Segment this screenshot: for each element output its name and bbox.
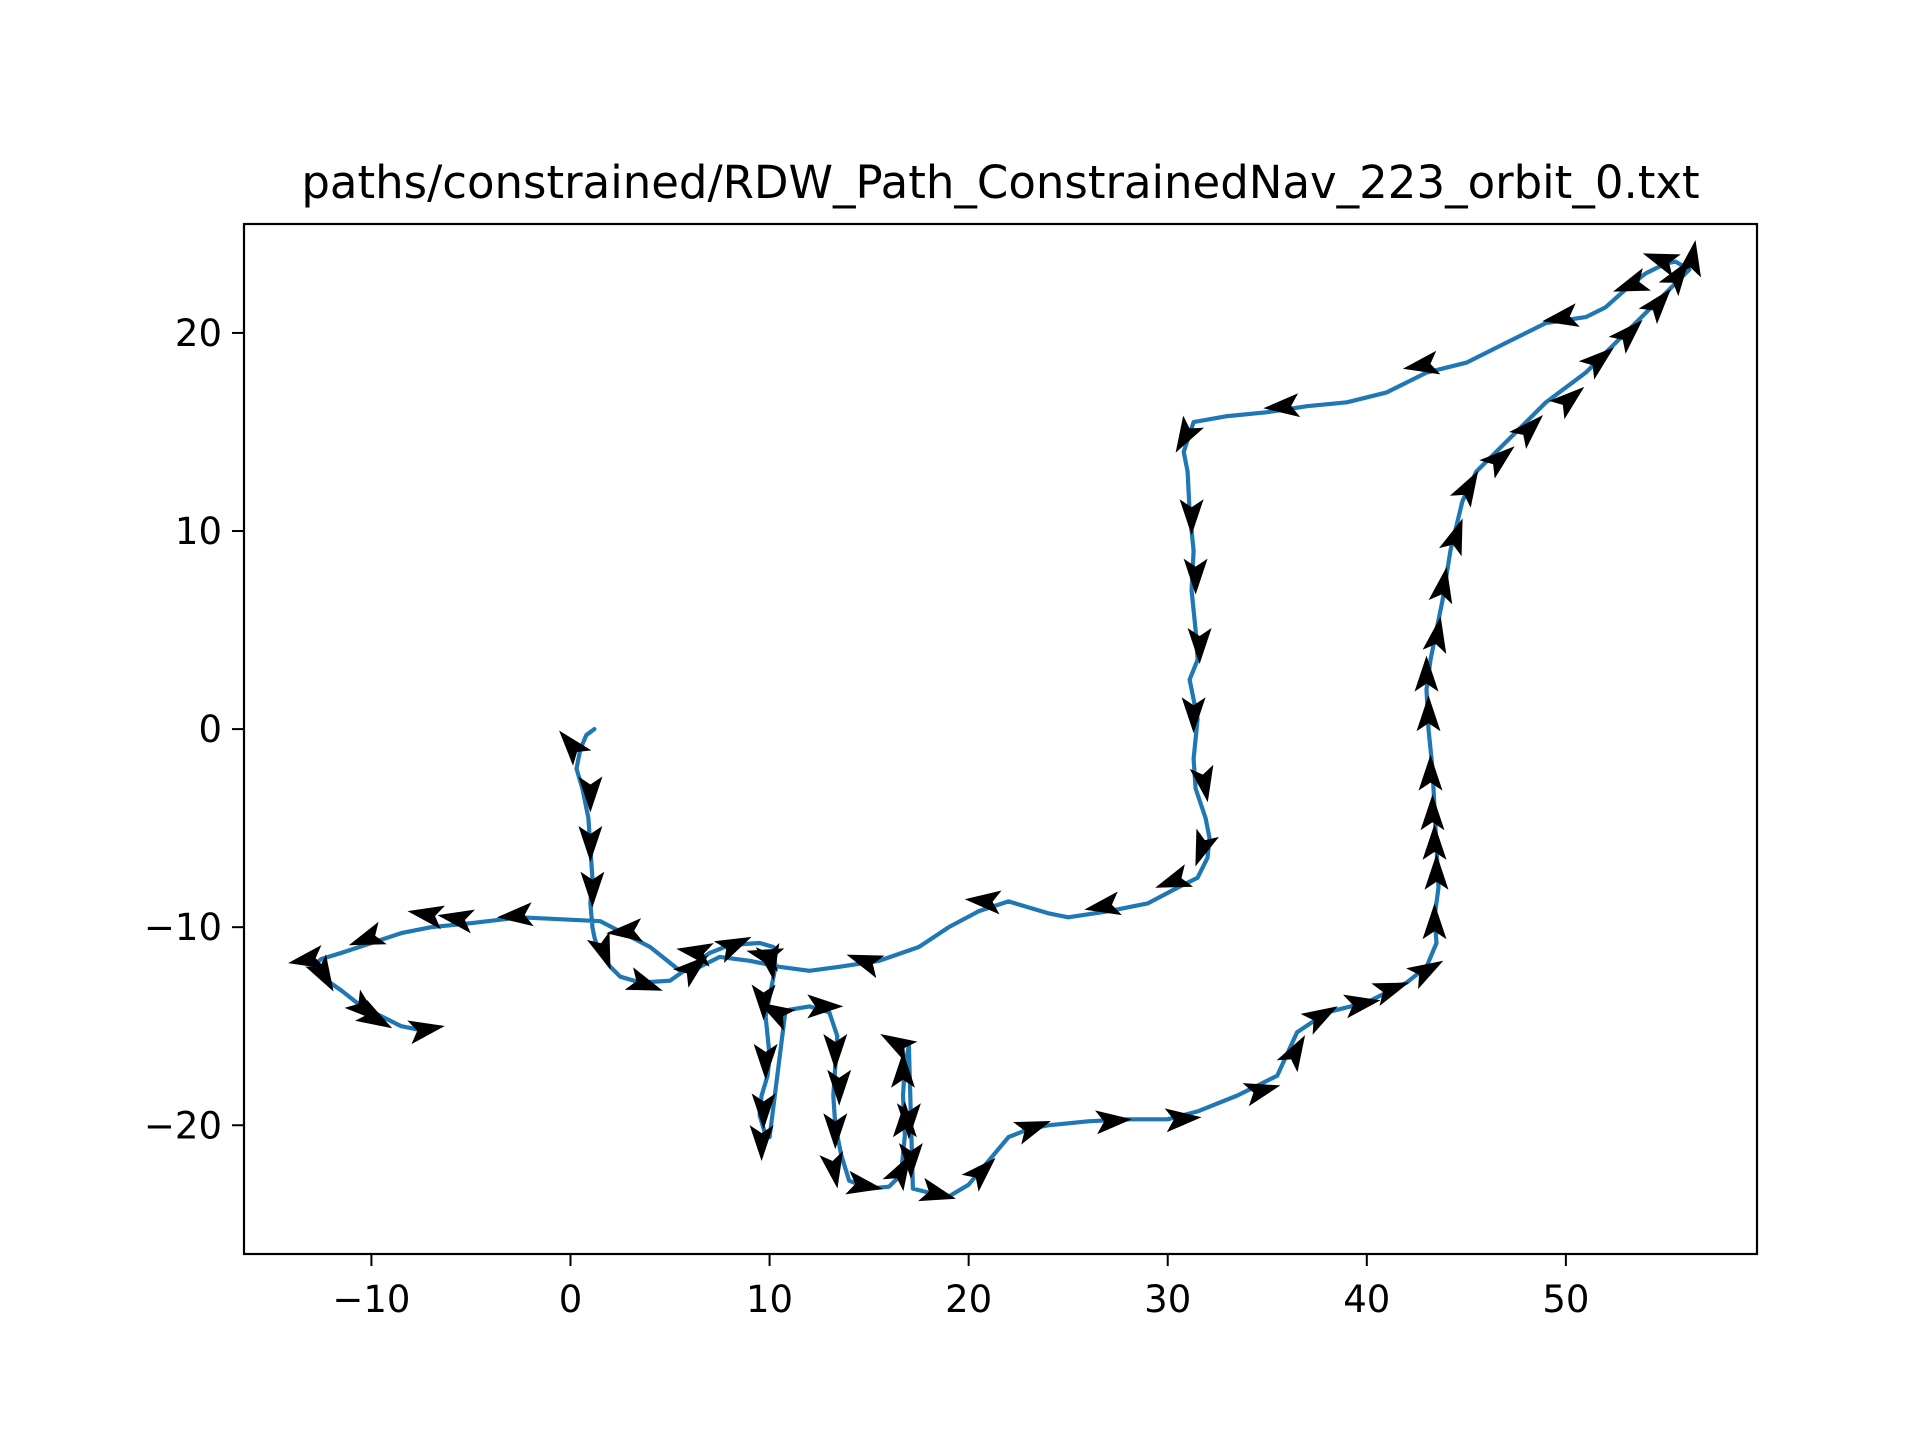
- direction-arrow-27: [961, 1157, 996, 1192]
- direction-arrow-63: [1183, 558, 1208, 595]
- y-axis-ticks: −20 −10 0 10 20: [144, 312, 244, 1147]
- direction-arrow-65: [1181, 697, 1206, 734]
- direction-arrow-70: [964, 890, 1002, 915]
- direction-arrow-55: [1677, 239, 1702, 278]
- direction-arrow-25: [898, 1143, 923, 1179]
- y-tick-label: 20: [175, 312, 222, 355]
- x-tick-label: −10: [332, 1278, 410, 1321]
- direction-arrow-46: [1439, 518, 1463, 557]
- x-tick-label: 50: [1542, 1278, 1589, 1321]
- direction-arrow-39: [1422, 823, 1447, 860]
- direction-arrow-73: [676, 943, 714, 967]
- direction-arrow-45: [1428, 566, 1453, 605]
- x-tick-label: 0: [559, 1278, 583, 1321]
- direction-arrow-64: [1187, 628, 1212, 664]
- direction-arrow-3: [580, 871, 605, 908]
- x-axis-ticks: −10 0 10 20 30 40 50: [332, 1254, 1589, 1321]
- axes-frame: [242, 222, 1759, 1256]
- direction-arrow-59: [1402, 350, 1441, 375]
- x-tick-label: 30: [1144, 1278, 1191, 1321]
- direction-arrow-0: [559, 730, 592, 766]
- direction-arrow-51: [1578, 347, 1615, 380]
- direction-arrow-82: [355, 999, 393, 1029]
- direction-arrow-18: [819, 1150, 844, 1189]
- direction-arrow-56: [1642, 253, 1681, 277]
- direction-arrow-83: [407, 1020, 445, 1045]
- direction-arrow-43: [1414, 655, 1439, 692]
- direction-arrow-49: [1509, 415, 1544, 449]
- direction-arrow-32: [1276, 1035, 1306, 1073]
- direction-arrow-23: [880, 1034, 918, 1063]
- direction-arrow-48: [1479, 446, 1515, 479]
- direction-arrow-44: [1422, 616, 1447, 654]
- direction-arrow-29: [1094, 1110, 1132, 1135]
- direction-arrow-24: [896, 1103, 921, 1140]
- direction-arrow-19: [845, 1170, 883, 1195]
- chart-title: paths/constrained/RDW_Path_ConstrainedNa…: [301, 156, 1699, 209]
- direction-arrow-35: [1371, 982, 1410, 1006]
- direction-arrow-34: [1342, 994, 1381, 1019]
- direction-arrow-9: [751, 984, 776, 1021]
- direction-arrow-75: [496, 902, 534, 927]
- direction-arrow-11: [751, 1093, 776, 1130]
- direction-arrow-10: [753, 1043, 778, 1080]
- direction-arrow-22: [891, 1051, 915, 1088]
- direction-arrow-74: [606, 918, 644, 943]
- direction-arrow-67: [1195, 828, 1219, 867]
- direction-arrow-40: [1420, 794, 1445, 831]
- direction-arrow-42: [1416, 695, 1441, 732]
- y-tick-label: 0: [198, 708, 222, 751]
- direction-arrow-62: [1179, 499, 1204, 536]
- direction-arrow-13: [758, 1002, 796, 1031]
- direction-arrow-16: [827, 1069, 852, 1106]
- direction-arrow-72: [746, 948, 785, 972]
- direction-arrow-76: [437, 909, 475, 934]
- direction-arrow-78: [348, 921, 387, 946]
- direction-arrow-2: [578, 826, 603, 862]
- direction-arrow-5: [624, 967, 663, 991]
- direction-arrow-4: [586, 931, 611, 970]
- direction-arrow-20: [882, 1154, 911, 1192]
- direction-arrow-14: [807, 994, 844, 1019]
- y-tick-label: 10: [175, 510, 222, 553]
- x-tick-label: 20: [945, 1278, 992, 1321]
- x-tick-label: 10: [746, 1278, 793, 1321]
- y-tick-label: −10: [144, 906, 222, 949]
- direction-arrow-28: [1013, 1120, 1051, 1145]
- direction-arrow-12: [749, 1125, 774, 1162]
- direction-arrow-60: [1263, 393, 1301, 418]
- direction-arrow-6: [672, 955, 709, 988]
- direction-arrow-53: [1638, 288, 1671, 325]
- direction-arrow-37: [1422, 903, 1447, 940]
- direction-arrow-68: [1155, 864, 1194, 888]
- direction-arrow-15: [823, 1034, 848, 1070]
- direction-arrow-61: [1175, 415, 1204, 453]
- direction-arrow-52: [1608, 319, 1643, 354]
- direction-arrow-41: [1418, 754, 1443, 791]
- direction-arrow-31: [1242, 1083, 1281, 1107]
- direction-arrow-58: [1542, 303, 1580, 327]
- direction-arrow-71: [846, 954, 885, 979]
- direction-arrow-69: [1084, 891, 1122, 916]
- direction-arrow-1: [578, 776, 603, 813]
- direction-arrow-36: [1406, 960, 1444, 990]
- y-tick-label: −20: [144, 1104, 222, 1147]
- direction-arrow-79: [288, 944, 326, 969]
- x-tick-label: 40: [1343, 1278, 1390, 1321]
- direction-arrow-47: [1449, 470, 1479, 508]
- direction-arrow-17: [823, 1113, 848, 1150]
- direction-arrow-50: [1548, 386, 1585, 420]
- direction-arrow-33: [1300, 1006, 1338, 1035]
- plot-area: [288, 239, 1702, 1202]
- direction-arrow-30: [1164, 1108, 1202, 1133]
- direction-arrow-7: [713, 936, 752, 963]
- direction-arrow-77: [407, 905, 446, 930]
- direction-arrow-80: [305, 954, 334, 992]
- direction-arrow-26: [918, 1177, 956, 1202]
- direction-arrow-66: [1189, 764, 1214, 803]
- direction-arrow-57: [1613, 268, 1651, 292]
- direction-arrow-38: [1424, 853, 1449, 890]
